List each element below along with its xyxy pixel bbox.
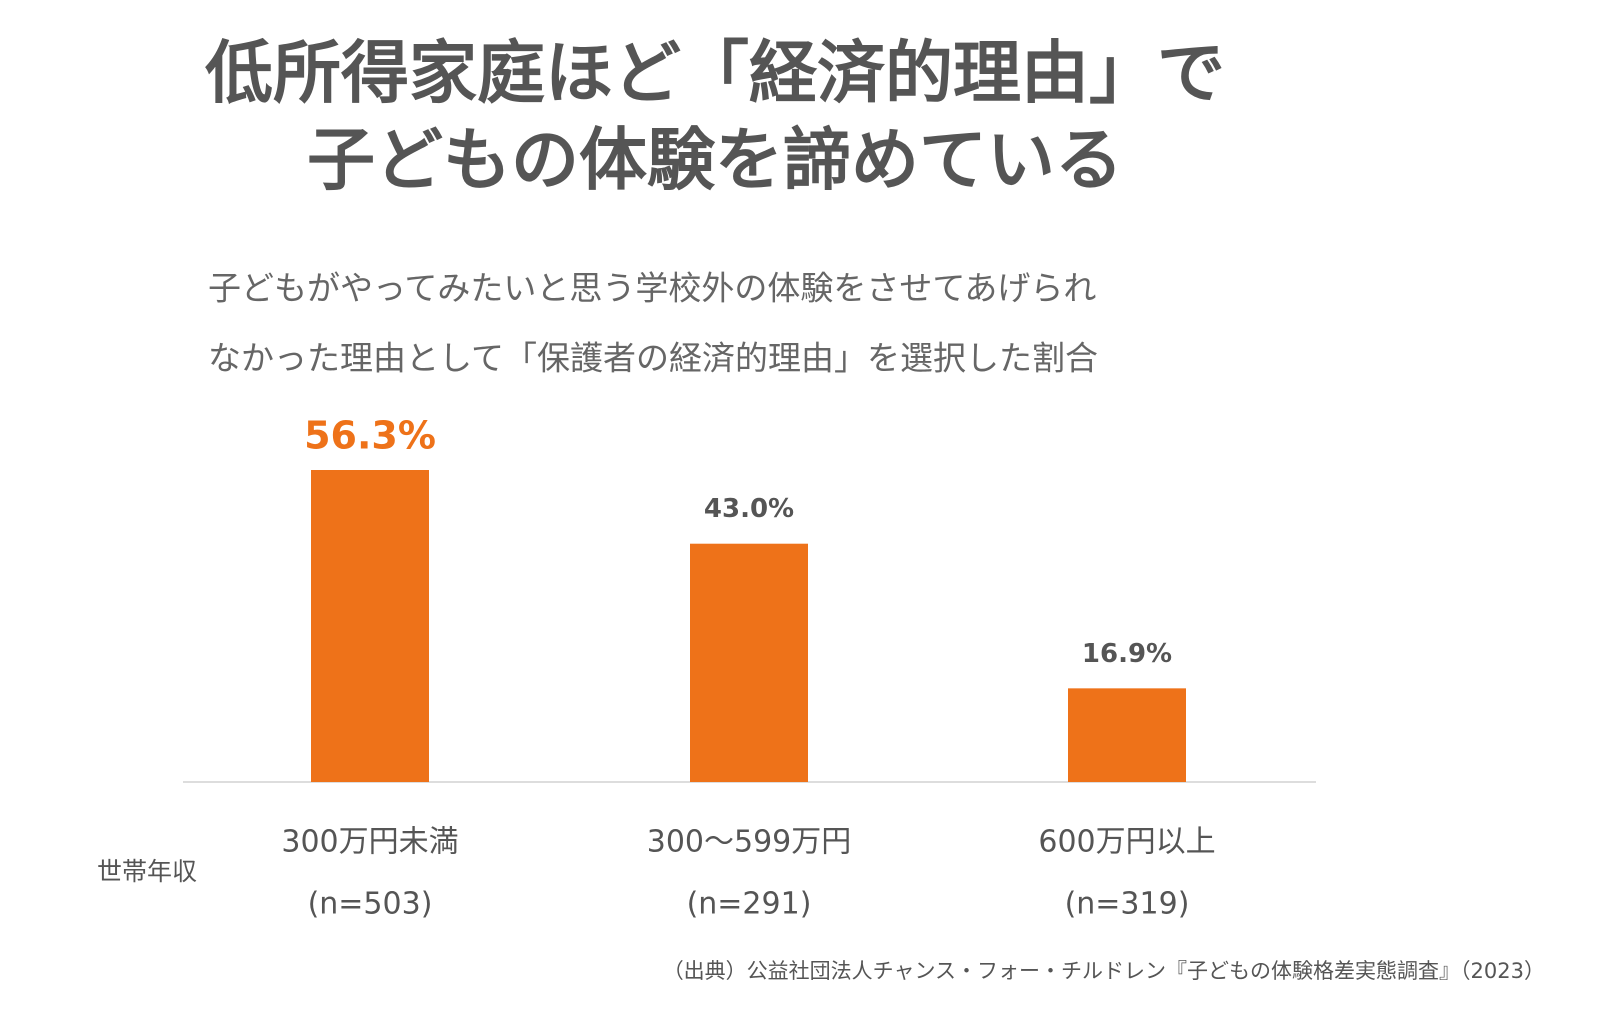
sample-size: (n=291) (687, 887, 812, 922)
sample-size: (n=319) (1065, 887, 1190, 922)
x-tick-label: 600万円以上 (1038, 825, 1215, 860)
x-tick-label: 300〜599万円 (647, 825, 852, 860)
value-label: 43.0% (704, 494, 794, 524)
sample-size: (n=503) (308, 887, 433, 922)
bar (311, 470, 429, 782)
x-axis-label: 世帯年収 (97, 857, 197, 886)
chart-title: 低所得家庭ほど「経済的理由」で (205, 35, 1225, 114)
chart-title: 子どもの体験を諦めている (307, 122, 1123, 201)
bar (690, 543, 808, 782)
bar (1068, 688, 1186, 782)
chart-subtitle: 子どもがやってみたいと思う学校外の体験をさせてあげられ (208, 269, 1096, 308)
source-note: （出典）公益社団法人チャンス・フォー・チルドレン『子どもの体験格差実態調査』（2… (663, 959, 1545, 983)
value-label: 16.9% (1082, 639, 1172, 669)
x-tick-label: 300万円未満 (281, 825, 458, 860)
value-label: 56.3% (304, 414, 436, 458)
chart-subtitle: なかった理由として「保護者の経済的理由」を選択した割合 (208, 339, 1098, 378)
